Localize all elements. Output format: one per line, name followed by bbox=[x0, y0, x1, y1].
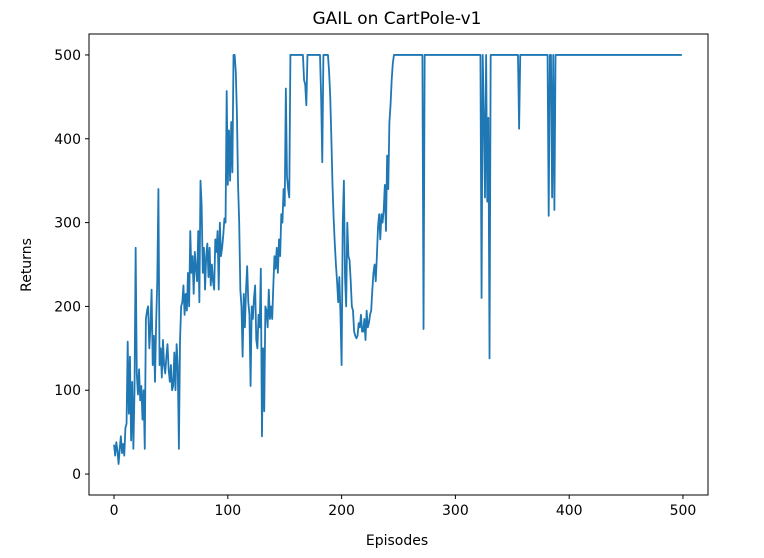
y-tick-label: 300 bbox=[54, 216, 81, 232]
x-tick-label: 200 bbox=[328, 503, 355, 519]
y-axis-label: Returns bbox=[19, 238, 35, 292]
plot-area-frame bbox=[88, 33, 709, 496]
y-tick-label: 0 bbox=[72, 467, 81, 483]
y-tick-label: 100 bbox=[54, 383, 81, 399]
y-tick-label: 500 bbox=[54, 48, 81, 64]
x-tick-label: 0 bbox=[110, 503, 119, 519]
y-tick-label: 200 bbox=[54, 299, 81, 315]
y-tick-label: 400 bbox=[54, 132, 81, 148]
x-tick-label: 300 bbox=[442, 503, 469, 519]
x-tick-label: 400 bbox=[556, 503, 583, 519]
chart-title: GAIL on CartPole-v1 bbox=[313, 9, 482, 29]
x-tick-label: 500 bbox=[670, 503, 697, 519]
x-tick-label: 100 bbox=[214, 503, 241, 519]
x-axis-label: Episodes bbox=[366, 533, 428, 549]
returns-series-line bbox=[113, 54, 682, 465]
axis-ticks: 0 100 200 300 400 500 0 100 200 300 400 500 bbox=[54, 48, 696, 519]
series-layer bbox=[113, 54, 682, 465]
